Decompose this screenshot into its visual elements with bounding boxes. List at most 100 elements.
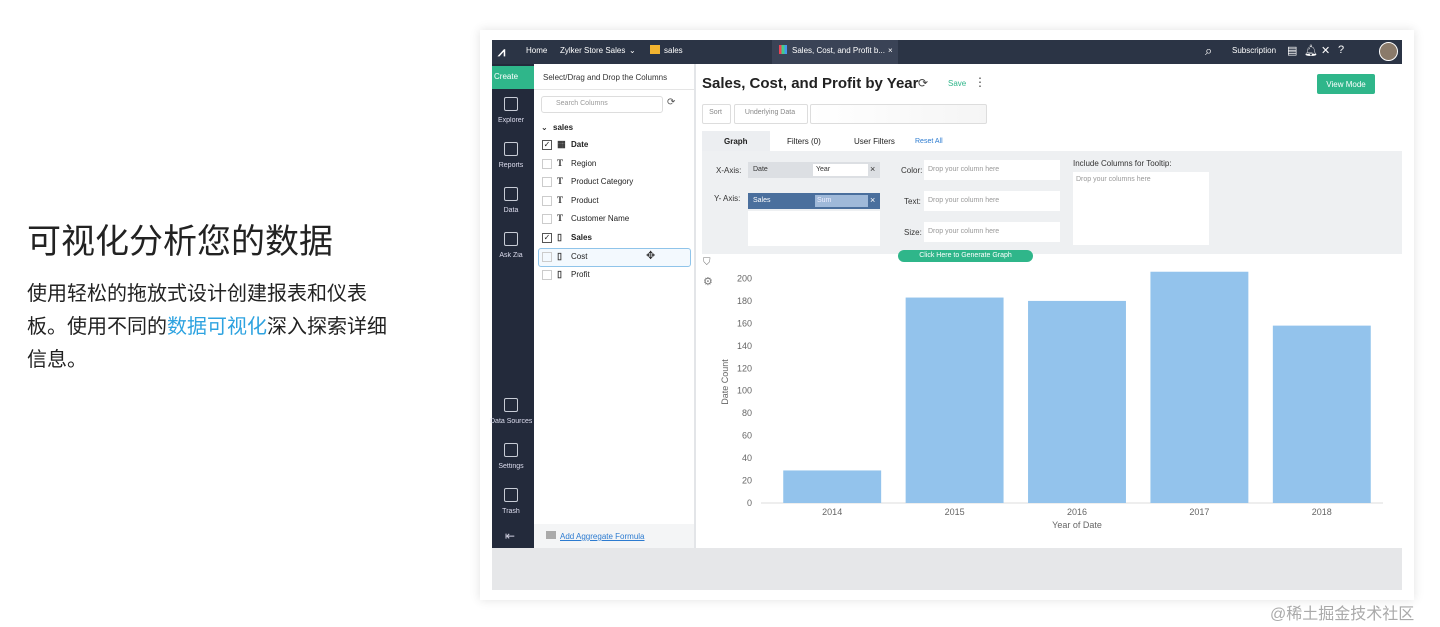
aggregate-link[interactable]: Add Aggregate Formula (560, 532, 645, 541)
bar (905, 297, 1004, 503)
sidebar-label[interactable]: Ask Zia (499, 252, 523, 259)
search-icon: ⌕ (1205, 43, 1213, 58)
create-label[interactable]: Create (494, 72, 519, 81)
y-tick-label: 60 (742, 431, 752, 441)
sidebar-label[interactable]: Settings (498, 463, 524, 470)
shelf-label: X-Axis: (716, 166, 742, 175)
nav-workspace[interactable]: Zylker Store Sales (560, 46, 626, 55)
field-icon: ▦ (557, 139, 566, 149)
tab[interactable]: User Filters (854, 137, 895, 146)
panel-header: Select/Drag and Drop the Columns (543, 73, 668, 82)
table-name: sales (553, 123, 574, 132)
x-remove: × (870, 164, 876, 174)
tab-close: × (888, 46, 893, 55)
y-field: Sales (753, 197, 771, 204)
x-tick-label: 2017 (1189, 507, 1209, 517)
checkbox[interactable] (542, 195, 552, 206)
save[interactable]: Save (948, 79, 967, 88)
drop-box (924, 191, 1060, 211)
sidebar-icon (504, 232, 518, 246)
nav-home[interactable]: Home (526, 46, 548, 55)
y-tick-label: 100 (737, 386, 752, 396)
toolbar-label[interactable]: Underlying Data (744, 109, 796, 116)
search-placeholder[interactable]: Search Columns (556, 100, 608, 107)
field-name[interactable]: Product Category (571, 177, 634, 187)
field-icon: ▯ (557, 269, 562, 280)
sidebar-label[interactable]: Data Sources (490, 418, 532, 425)
sidebar-label[interactable]: Trash (502, 508, 520, 515)
y-agg-label[interactable]: Sum (817, 197, 832, 204)
refresh: ⟳ (918, 76, 929, 90)
toolbar-label[interactable]: Sort (709, 109, 722, 116)
checkbox[interactable] (542, 251, 552, 262)
field-icon: ▯ (557, 232, 562, 242)
sidebar-label[interactable]: Reports (498, 162, 524, 169)
generate-button (898, 250, 1033, 262)
sidebar-icon (504, 443, 518, 457)
bar (783, 470, 882, 503)
drop-placeholder: Drop your column here (928, 166, 1000, 173)
field-highlight (538, 247, 691, 267)
more: ⋮ (974, 75, 986, 89)
sidebar-label[interactable]: Explorer (497, 117, 525, 124)
field-name[interactable]: Customer Name (571, 214, 630, 224)
drop-placeholder: Drop your column here (928, 197, 1000, 204)
reset-all[interactable]: Reset All (915, 138, 943, 145)
y-tick-label: 140 (737, 341, 752, 351)
formula-icon (546, 531, 556, 539)
checkbox[interactable] (542, 214, 552, 225)
column-panel (534, 64, 696, 548)
field-name[interactable]: Product (571, 195, 599, 205)
tooltip-placeholder: Drop your columns here (1076, 176, 1151, 183)
tab-icon (779, 45, 787, 54)
checkbox[interactable] (542, 177, 552, 188)
field-name[interactable]: Region (571, 158, 597, 168)
tooltip-box (1073, 172, 1209, 245)
field-name[interactable]: Profit (571, 270, 590, 280)
nav-table[interactable]: sales (664, 46, 683, 55)
field-name[interactable]: Sales (571, 233, 592, 242)
bar (1150, 271, 1249, 503)
active-tab (772, 40, 898, 64)
checkbox[interactable] (542, 270, 552, 281)
x-agg-label[interactable]: Year (816, 166, 831, 173)
intro-text: 使用轻松的拖放式设计创建报表和仪表板。使用不同的数据可视化深入探索详细信息。 (27, 278, 397, 377)
watermark: @稀土掘金技术社区 (1270, 606, 1415, 623)
checkbox[interactable]: ✓ (542, 233, 552, 243)
chart-type-bar (810, 104, 987, 124)
field-name[interactable]: Cost (571, 251, 588, 261)
drop-box (924, 222, 1060, 242)
x-agg (813, 164, 868, 176)
field-icon: T (557, 176, 564, 187)
shelf-label: Size: (904, 228, 922, 237)
view-mode-label[interactable]: View Mode (1326, 80, 1366, 89)
field-name[interactable]: Date (571, 140, 589, 149)
checkbox[interactable] (542, 158, 552, 169)
subscription[interactable]: Subscription (1232, 46, 1277, 55)
checkbox[interactable]: ✓ (542, 140, 552, 150)
field-icon: T (557, 157, 564, 168)
tab-active (702, 131, 770, 151)
tab[interactable]: Graph (724, 137, 748, 146)
tab[interactable]: Filters (0) (787, 137, 821, 146)
y-drop (748, 211, 880, 246)
sidebar-label[interactable]: Data (503, 207, 519, 214)
generate-label[interactable]: Click Here to Generate Graph (919, 252, 1012, 259)
y-tick-label: 0 (747, 498, 752, 508)
link[interactable]: 数据可视化 (167, 316, 267, 338)
panel-footer-bg (534, 524, 694, 548)
sidebar (492, 64, 534, 548)
sidebar-icon (504, 97, 518, 111)
y-agg (815, 195, 868, 207)
table-icon (650, 45, 660, 54)
text: 深入探索详细信息。 (27, 316, 387, 371)
field-icon: T (557, 194, 564, 205)
sidebar-icon (504, 187, 518, 201)
tab-title[interactable]: Sales, Cost, and Profit b... (792, 46, 885, 55)
table-name: ⌄ (541, 123, 548, 132)
drop-placeholder: Drop your column here (928, 228, 1000, 235)
field-icon: ▯ (557, 250, 562, 261)
shelf-label: Y- Axis: (714, 194, 741, 203)
view-mode-button (1317, 74, 1375, 94)
bar (1272, 325, 1371, 503)
